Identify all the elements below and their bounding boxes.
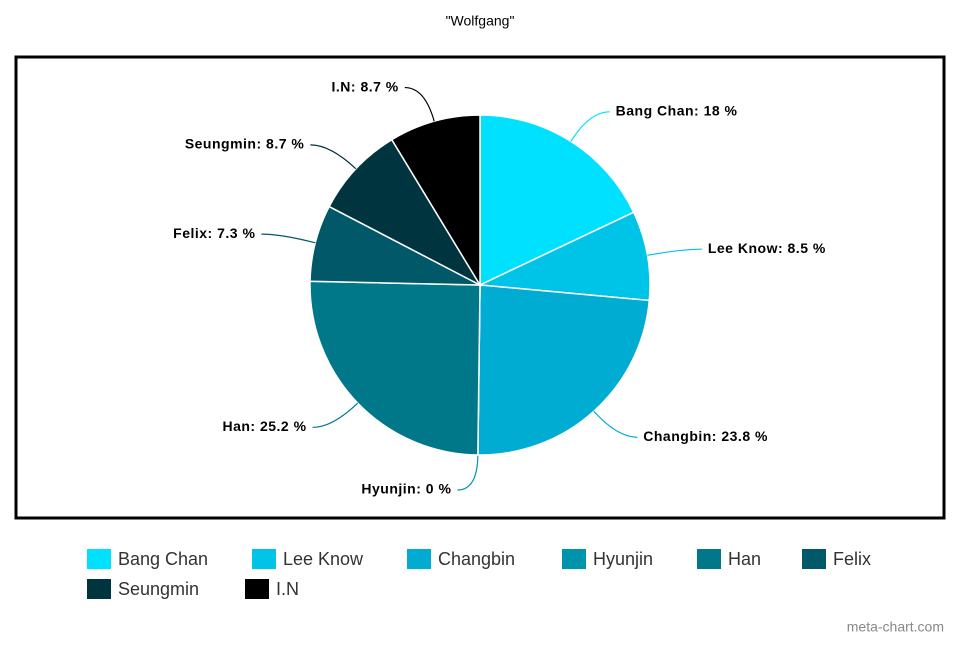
legend-swatch — [252, 549, 276, 569]
data-label: Seungmin: 8.7 % — [185, 136, 305, 152]
pie-slice — [328, 138, 483, 287]
legend-swatch — [407, 549, 431, 569]
legend-label: Seungmin — [118, 579, 199, 599]
chart-title: "Wolfgang" — [446, 13, 515, 29]
leader-line — [647, 248, 702, 256]
legend-label: I.N — [276, 579, 299, 599]
leader-line — [310, 144, 357, 170]
data-label: Felix: 7.3 % — [173, 225, 255, 241]
watermark: meta-chart.com — [847, 619, 944, 635]
leader-line — [261, 233, 316, 244]
legend-label: Changbin — [438, 549, 515, 569]
data-label: Changbin: 23.8 % — [643, 428, 768, 444]
legend-label: Felix — [833, 549, 871, 569]
leader-line — [570, 111, 610, 142]
legend-swatch — [562, 549, 586, 569]
legend-label: Bang Chan — [118, 549, 208, 569]
legend-label: Hyunjin — [593, 549, 653, 569]
legend-label: Han — [728, 549, 761, 569]
pie-slice — [477, 211, 651, 302]
data-label: I.N: 8.7 % — [332, 78, 399, 94]
legend-swatch — [802, 549, 826, 569]
data-label: Hyunjin: 0 % — [361, 481, 451, 497]
data-label: Bang Chan: 18 % — [616, 102, 738, 118]
pie-slice — [390, 114, 481, 288]
leader-line — [593, 410, 638, 438]
legend-swatch — [697, 549, 721, 569]
leader-line — [404, 86, 435, 122]
leader-line — [457, 454, 479, 491]
data-label: Han: 25.2 % — [222, 418, 306, 434]
legend-swatch — [245, 579, 269, 599]
legend-swatch — [87, 579, 111, 599]
pie-slice — [309, 280, 481, 456]
legend-swatch — [87, 549, 111, 569]
data-label: Lee Know: 8.5 % — [708, 240, 826, 256]
leader-line — [312, 402, 359, 429]
legend-label: Lee Know — [283, 549, 364, 569]
